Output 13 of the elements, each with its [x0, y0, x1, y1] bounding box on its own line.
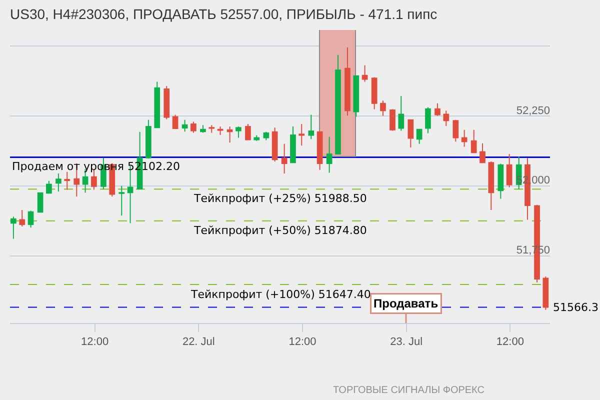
- y-tick-label: 52,250: [516, 104, 550, 117]
- x-tick-label: 12:00: [496, 336, 524, 348]
- ref-line-label: Тейкпрофит (+50%) 51874.80: [193, 224, 367, 237]
- text: ТОРГОВЫЕ СИГНАЛЫ ФОРЕКС: [333, 385, 484, 396]
- ref-line-label: Тейкпрофит (+100%) 51647.40: [190, 288, 371, 301]
- annotation: Продавать: [374, 296, 438, 310]
- x-tick-label: 23. Jul: [390, 336, 423, 348]
- x-tick-label: 12:00: [288, 336, 316, 348]
- x-tick-label: 12:00: [81, 336, 109, 348]
- chart-title: US30, H4#230306, ПРОДАВАТЬ 52557.00, ПРИБЫЛЬ - 471.1 пипс: [10, 6, 438, 22]
- x-tick-label: 22. Jul: [182, 336, 215, 348]
- ref-line-label: Тейкпрофит (+25%) 51988.50: [193, 192, 367, 205]
- ref-line-label: 51566.3: [553, 301, 598, 314]
